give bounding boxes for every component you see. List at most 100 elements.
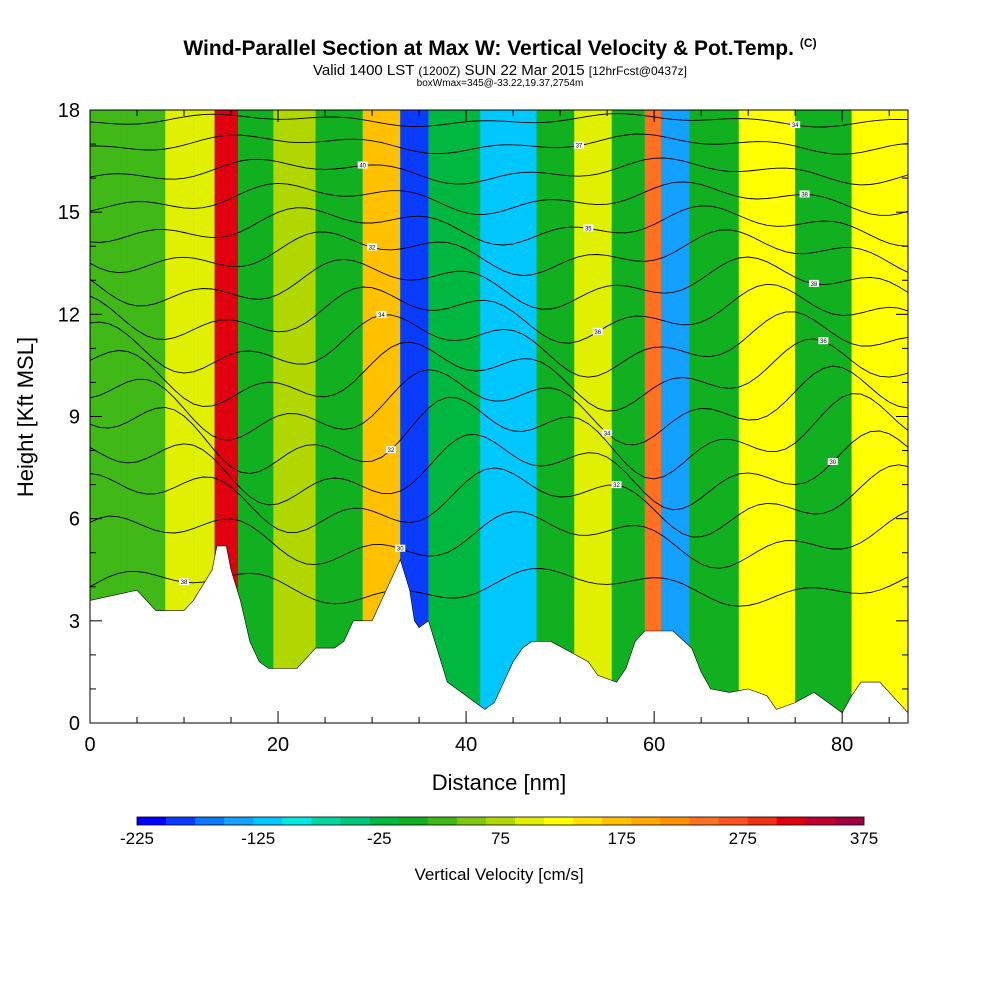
theta-contour <box>90 113 908 128</box>
chart-subtitle-2: boxWmax=345@-33.22,19.37,2754m <box>416 78 584 89</box>
w-column <box>661 110 690 723</box>
contour-label: 35 <box>585 226 592 232</box>
contour-label: 37 <box>576 144 583 150</box>
contour-label: 36 <box>820 339 827 345</box>
contour-label: 32 <box>613 483 620 489</box>
y-tick-label: 3 <box>69 611 80 633</box>
w-column <box>273 110 316 723</box>
colorbar-tick-label: 75 <box>491 829 510 848</box>
y-tick-label: 12 <box>58 304 80 326</box>
colorbar-swatch <box>137 817 167 825</box>
theta-contour <box>90 256 908 310</box>
colorbar-swatch <box>573 817 603 825</box>
w-column <box>480 110 537 723</box>
theta-contour <box>90 181 908 216</box>
x-axis-label: Distance [nm] <box>432 770 567 795</box>
colorbar-swatch <box>166 817 196 825</box>
theta-contour <box>90 430 908 511</box>
contour-label: 32 <box>388 448 395 454</box>
contour-label: 38 <box>801 192 808 198</box>
contour-label-bg <box>818 337 829 345</box>
contour-label-bg <box>790 121 801 129</box>
contour-label-bg <box>611 481 622 489</box>
colorbar-tick-label: 175 <box>607 829 635 848</box>
colorbar-tick-label: 375 <box>850 829 878 848</box>
y-tick-label: 15 <box>58 202 80 224</box>
colorbar-swatch <box>718 817 748 825</box>
theta-contour <box>90 283 908 344</box>
x-tick-label: 60 <box>643 734 665 756</box>
colorbar-swatch <box>340 817 370 825</box>
terrain-profile <box>90 545 908 723</box>
y-axis-label: Height [Kft MSL] <box>13 337 38 497</box>
contour-label-bg <box>385 446 396 454</box>
colorbar-swatch <box>805 817 836 825</box>
x-tick-label: 0 <box>84 734 95 756</box>
w-column <box>428 110 481 723</box>
contour-label-bg <box>808 279 819 287</box>
contour-label-bg <box>573 141 584 149</box>
colorbar-swatch <box>282 817 312 825</box>
colorbar-swatch <box>485 817 516 825</box>
copyright-mark: (C) <box>799 36 817 50</box>
x-tick-label: 20 <box>267 734 289 756</box>
theta-contour <box>90 338 908 412</box>
terrain <box>90 545 908 723</box>
theta-contour <box>90 510 908 569</box>
contour-label: 40 <box>359 164 366 170</box>
contour-label-bg <box>376 310 387 318</box>
theta-contour <box>90 133 908 155</box>
colorbar-swatch <box>631 817 661 825</box>
colorbar-swatch <box>515 817 545 825</box>
contour-label: 34 <box>378 313 385 319</box>
colorbar-swatch <box>834 817 865 825</box>
colorbar-swatch <box>427 817 458 825</box>
colorbar-swatch <box>660 817 690 825</box>
w-column <box>611 110 645 723</box>
subtitle-utc: (1200Z) <box>418 64 461 78</box>
contour-label-bg <box>602 429 613 437</box>
subtitle-date: SUN 22 Mar 2015 <box>464 62 585 79</box>
colorbar-swatch <box>747 817 778 825</box>
w-column <box>795 110 852 723</box>
colorbar-frame <box>136 816 865 826</box>
contour-label: 30 <box>397 547 404 553</box>
y-tick-label: 0 <box>69 713 80 735</box>
contour-label-bg <box>827 458 838 466</box>
colorbar-swatch <box>776 817 807 825</box>
colorbar-tick-label: -25 <box>367 829 392 848</box>
colorbar-swatch <box>311 817 341 825</box>
colorbar-title: Vertical Velocity [cm/s] <box>414 865 583 884</box>
theta-contour <box>90 229 908 276</box>
x-tick-label: 40 <box>455 734 477 756</box>
theta-contour <box>90 311 908 378</box>
contour-label: 30 <box>829 460 836 466</box>
contour-label: 34 <box>604 431 611 437</box>
contour-label-bg <box>179 578 190 586</box>
x-tick-label: 80 <box>831 734 853 756</box>
contour-label-bg <box>592 327 603 335</box>
colorbar-tick-label: -125 <box>241 829 275 848</box>
subtitle-valid: Valid 1400 LST <box>312 62 415 79</box>
contour-label: 36 <box>594 330 601 336</box>
chart-title-text: Wind-Parallel Section at Max W: Vertical… <box>183 37 794 60</box>
contour-label: 38 <box>811 282 818 288</box>
subtitle-forecast: [12hrFcst@0437z] <box>588 64 688 78</box>
chart-subtitle: Valid 1400 LST (1200Z) SUN 22 Mar 2015 [… <box>0 62 1000 79</box>
colorbar: -225 -125 -25 75 175 275 375 <box>120 816 878 848</box>
colorbar-tick-label: -225 <box>120 829 154 848</box>
contour-label-bg <box>357 161 368 169</box>
w-column <box>193 110 215 723</box>
colorbar-swatch <box>602 817 632 825</box>
w-column <box>574 110 612 723</box>
contour-label: 32 <box>369 245 376 251</box>
colorbar-swatch <box>544 817 574 825</box>
colorbar-tick-label: 275 <box>729 829 757 848</box>
contour-label-bg <box>799 190 810 198</box>
contour-label-bg <box>583 224 594 232</box>
colorbar-swatch <box>398 817 429 825</box>
w-column <box>689 110 739 723</box>
contour-label-bg <box>367 243 378 251</box>
theta-contour <box>90 365 908 446</box>
colorbar-swatch <box>224 817 254 825</box>
